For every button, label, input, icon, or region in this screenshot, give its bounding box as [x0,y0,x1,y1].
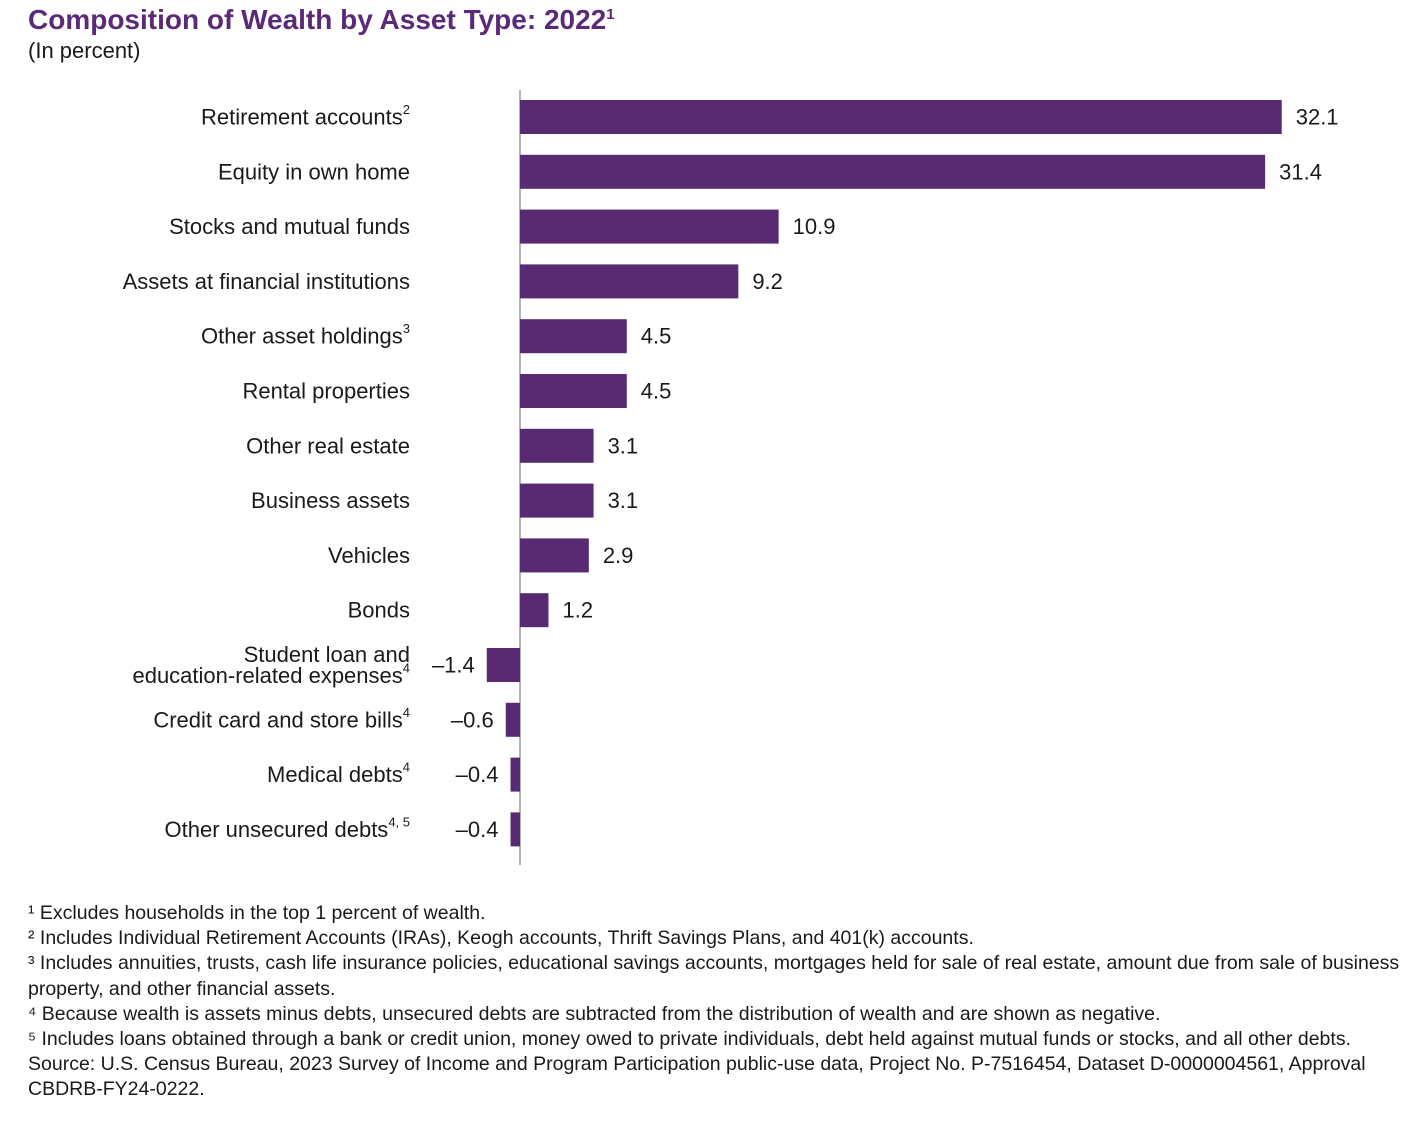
category-footnote-mark: 4 [403,660,410,675]
footnotes: ¹ Excludes households in the top 1 perce… [28,901,1404,1103]
bar [520,538,589,573]
value-label: 3.1 [608,433,639,458]
category-label: education-related expenses4 [132,660,410,688]
value-label: 32.1 [1296,105,1339,130]
bar [520,593,549,628]
chart-subtitle: (In percent) [28,38,141,63]
category-label: Other real estate [246,433,410,458]
category-footnote-mark: 3 [403,321,410,336]
category-label: Retirement accounts2 [201,102,410,130]
footnote-3: ³ Includes annuities, trusts, cash life … [28,952,1400,1000]
value-label: 3.1 [608,488,639,513]
category-label: Rental properties [242,379,410,404]
bar [520,483,594,518]
chart-title: Composition of Wealth by Asset Type: 202… [28,4,615,36]
source-note: Source: U.S. Census Bureau, 2023 Survey … [28,1053,1366,1101]
category-label: Assets at financial institutions [123,269,410,294]
category-label: Business assets [251,488,410,513]
bar-chart: 32.1 Retirement accounts2 31.4 Equity in ow… [123,90,1339,865]
category-footnote-mark: 4, 5 [388,814,410,829]
category-label: Other asset holdings3 [201,321,410,349]
value-label: 31.4 [1279,159,1322,184]
value-label: –0.4 [456,817,499,842]
category-label: Other unsecured debts4, 5 [165,814,411,842]
bar [505,702,520,737]
category-label: Credit card and store bills4 [153,704,410,732]
value-label: 1.2 [562,598,593,623]
value-label: 9.2 [752,269,783,294]
value-label: –0.6 [451,707,494,732]
bar [520,209,779,244]
value-label: 4.5 [641,324,672,349]
bar [520,154,1266,189]
category-footnote-mark: 4 [403,704,410,719]
category-label: Medical debts4 [267,759,410,787]
bar [520,100,1282,134]
category-footnote-mark: 2 [403,102,410,117]
value-label: –1.4 [432,653,475,678]
bar [486,648,520,682]
bar [510,757,520,792]
footnote-5: ⁵ Includes loans obtained through a bank… [28,1028,1351,1051]
bar [520,428,594,463]
value-label: 2.9 [603,543,634,568]
title-footnote-mark: 1 [606,6,615,23]
chart-title-text: Composition of Wealth by Asset Type: 202… [28,4,607,35]
footnote-1: ¹ Excludes households in the top 1 perce… [28,902,486,924]
bar [520,264,739,299]
value-label: 4.5 [641,379,672,404]
bar [510,812,520,847]
category-label: Equity in own home [218,159,410,184]
value-label: 10.9 [793,214,836,239]
bar [520,319,627,354]
footnote-2: ² Includes Individual Retirement Account… [28,927,974,950]
footnote-4: ⁴ Because wealth is assets minus debts, … [28,1002,1161,1025]
category-label: Bonds [348,598,410,623]
category-label: Vehicles [328,543,410,568]
category-label: Student loan and [244,642,410,667]
category-label: Stocks and mutual funds [169,214,410,239]
bar [520,374,627,408]
category-footnote-mark: 4 [403,759,410,774]
value-label: –0.4 [456,762,499,787]
